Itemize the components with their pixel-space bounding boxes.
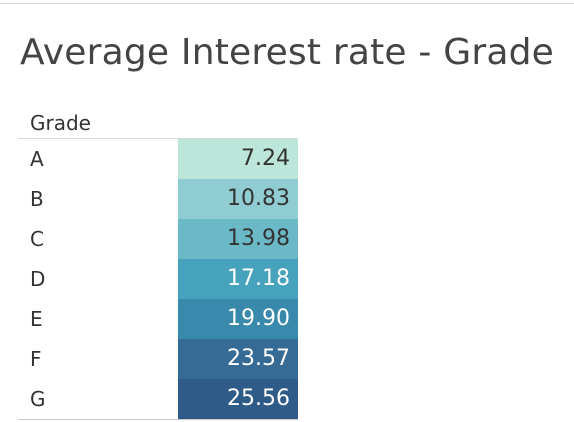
chart-title: Average Interest rate - Grade bbox=[20, 32, 555, 73]
value-cell-a[interactable]: 7.24 bbox=[178, 139, 298, 179]
value-cell-g[interactable]: 25.56 bbox=[178, 379, 298, 419]
grade-label-g: G bbox=[30, 387, 46, 411]
value-cell-b[interactable]: 10.83 bbox=[178, 179, 298, 219]
table-row-c[interactable]: C 13.98 bbox=[18, 219, 298, 259]
table-row-g[interactable]: G 25.56 bbox=[18, 379, 298, 419]
table-row-e[interactable]: E 19.90 bbox=[18, 299, 298, 339]
top-divider bbox=[0, 3, 574, 4]
grade-label-e: E bbox=[30, 307, 43, 331]
value-cell-c[interactable]: 13.98 bbox=[178, 219, 298, 259]
grade-label-d: D bbox=[30, 267, 46, 291]
grade-label-a: A bbox=[30, 147, 44, 171]
row-header-label: Grade bbox=[30, 111, 91, 135]
grade-table: Grade A 7.24 B 10.83 C 13.98 D 17.18 E 19.90 F 23.5… bbox=[18, 108, 298, 420]
value-cell-e[interactable]: 19.90 bbox=[178, 299, 298, 339]
table-body: A 7.24 B 10.83 C 13.98 D 17.18 E 19.90 F 23.57 G 25.5… bbox=[18, 139, 298, 419]
table-row-b[interactable]: B 10.83 bbox=[18, 179, 298, 219]
grade-label-c: C bbox=[30, 227, 44, 251]
table-bottom-divider bbox=[18, 419, 298, 420]
grade-label-b: B bbox=[30, 187, 44, 211]
grade-label-f: F bbox=[30, 347, 42, 371]
table-row-d[interactable]: D 17.18 bbox=[18, 259, 298, 299]
table-header-row: Grade bbox=[18, 108, 298, 139]
table-row-a[interactable]: A 7.24 bbox=[18, 139, 298, 179]
value-cell-d[interactable]: 17.18 bbox=[178, 259, 298, 299]
value-cell-f[interactable]: 23.57 bbox=[178, 339, 298, 379]
table-row-f[interactable]: F 23.57 bbox=[18, 339, 298, 379]
